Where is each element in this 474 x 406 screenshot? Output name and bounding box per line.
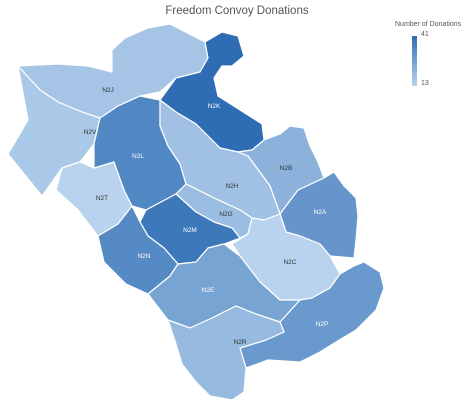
region-label-n2t: N2T — [96, 195, 108, 202]
legend-max-value: 41 — [421, 31, 429, 38]
region-n2v[interactable] — [7, 65, 101, 197]
region-n2n[interactable] — [97, 205, 179, 295]
region-label-n2c: N2C — [283, 259, 296, 266]
region-label-n2e: N2E — [202, 287, 215, 294]
region-n2r[interactable] — [167, 305, 285, 401]
region-label-n2h: N2H — [225, 183, 238, 190]
region-label-n2k: N2K — [208, 103, 221, 110]
region-label-n2r: N2R — [233, 339, 246, 346]
region-label-n2n: N2N — [137, 253, 150, 260]
region-label-n2v: N2V — [84, 129, 97, 136]
region-label-n2a: N2A — [314, 209, 327, 216]
legend-min-value: 13 — [421, 80, 429, 87]
region-label-n2l: N2L — [132, 153, 144, 160]
legend-title: Number of Donations — [395, 21, 462, 28]
region-label-n2b: N2B — [280, 165, 293, 172]
region-label-n2p: N2P — [316, 321, 329, 328]
region-label-n2m: N2M — [183, 227, 197, 234]
region-label-n2j: N2J — [102, 87, 114, 94]
map-title: Freedom Convoy Donations — [165, 5, 309, 17]
region-label-n2g: N2G — [219, 211, 232, 218]
legend-color-bar — [412, 36, 417, 86]
